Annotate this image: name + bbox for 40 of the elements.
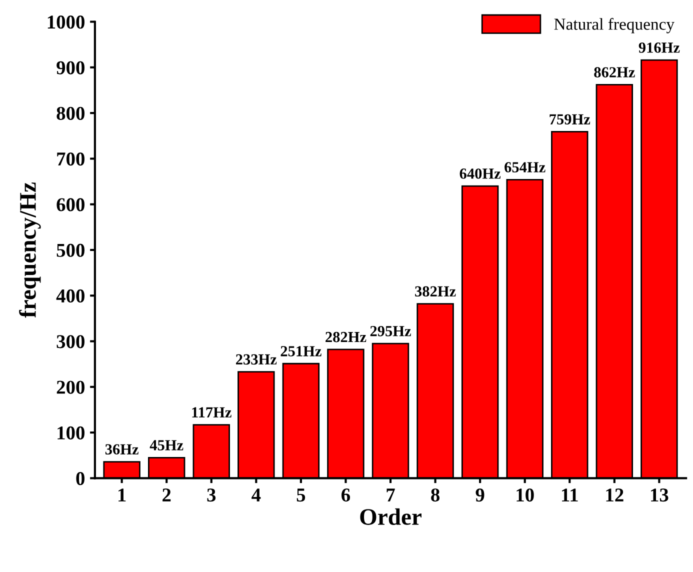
data-label: 282Hz: [326, 332, 366, 342]
x-tick-label: 5: [296, 488, 306, 502]
x-tick-label: 7: [386, 488, 395, 502]
data-label: 640Hz: [460, 168, 501, 179]
data-label: 117Hz: [192, 407, 232, 418]
data-label: 759Hz: [550, 114, 590, 124]
data-label: 295Hz: [370, 326, 411, 336]
y-tick-label: 1000: [48, 16, 84, 29]
y-tick-label: 800: [56, 106, 84, 120]
data-label: 916Hz: [638, 42, 680, 53]
x-axis-title: Order: [360, 508, 422, 525]
data-label: 233Hz: [236, 354, 277, 365]
x-tick-label: 8: [431, 488, 440, 502]
x-tick-label: 3: [207, 488, 216, 502]
y-tick-label: 500: [56, 244, 84, 257]
y-tick-label: 400: [56, 289, 84, 303]
data-label: 45Hz: [150, 440, 184, 450]
data-label: 36Hz: [105, 444, 138, 454]
x-tick-label: 4: [252, 488, 261, 502]
x-tick-label: 2: [162, 488, 171, 502]
x-tick-label: 6: [342, 488, 350, 502]
legend-label: Natural frequency: [554, 18, 674, 34]
data-label: 382Hz: [415, 286, 456, 297]
y-tick-label: 600: [56, 198, 84, 212]
y-tick-label: 300: [56, 335, 84, 348]
y-axis-title: frequency/Hz: [19, 182, 41, 318]
data-label: 654Hz: [504, 162, 546, 172]
data-label: 862Hz: [594, 67, 635, 78]
y-tick-label: 700: [57, 152, 84, 166]
data-label: 251Hz: [280, 346, 322, 356]
x-tick-label: 12: [606, 488, 624, 502]
x-tick-label: 9: [476, 488, 484, 502]
y-tick-label: 0: [76, 472, 84, 486]
y-tick-label: 200: [56, 380, 84, 394]
y-tick-label: 100: [58, 426, 84, 440]
x-tick-label: 11: [562, 488, 578, 502]
x-tick-label: 10: [516, 488, 534, 502]
x-tick-label: 1: [118, 488, 126, 502]
x-tick-label: 13: [651, 488, 668, 502]
y-tick-label: 900: [56, 61, 84, 74]
